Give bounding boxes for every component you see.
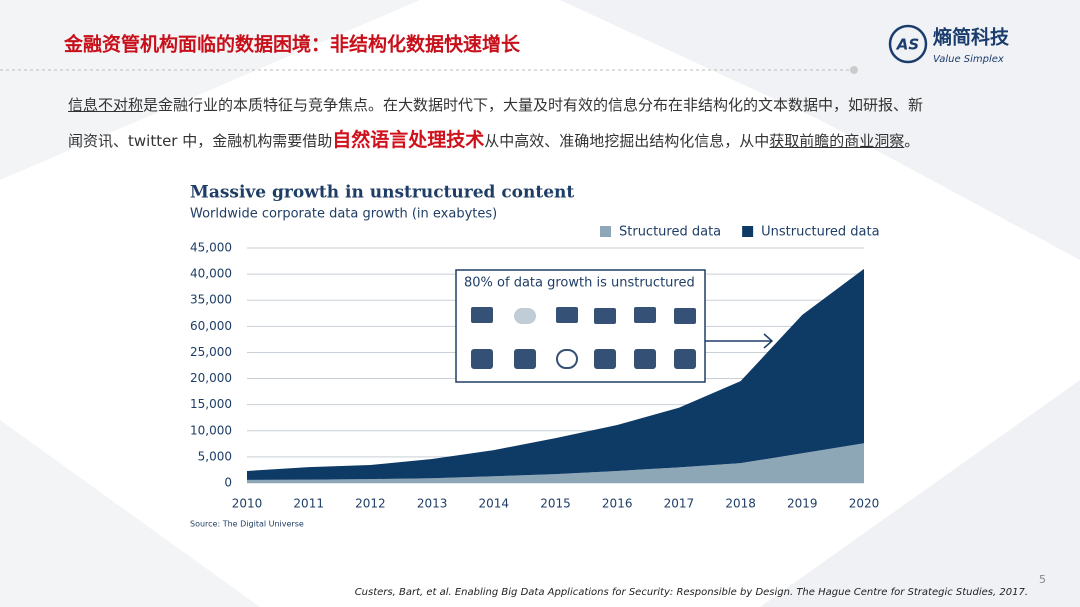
icon xyxy=(514,349,536,369)
legend-swatch xyxy=(742,226,754,237)
annotation-arrow xyxy=(705,333,774,349)
y-tick-label: 45,000 xyxy=(190,241,232,255)
rule-dot xyxy=(850,66,858,74)
icon xyxy=(634,349,656,369)
bg-shape xyxy=(760,380,1080,607)
text-run: 自然语言处理技术 xyxy=(332,129,485,151)
x-tick-label: 2017 xyxy=(664,497,695,511)
icon xyxy=(471,307,493,323)
chart-title: Massive growth in unstructured content xyxy=(190,183,574,203)
x-tick-label: 2016 xyxy=(602,497,633,511)
y-tick-label: 40,000 xyxy=(190,267,232,281)
chart-source: Source: The Digital Universe xyxy=(190,520,304,529)
chart-subtitle: Worldwide corporate data growth (in exab… xyxy=(190,207,497,222)
annotation-text: 80% of data growth is unstructured xyxy=(464,276,695,291)
icon xyxy=(594,349,616,369)
logo-sub: Value Simplex xyxy=(933,54,1004,65)
x-tick-label: 2015 xyxy=(540,497,571,511)
icon xyxy=(634,307,656,323)
area xyxy=(247,443,864,483)
logo-mark: AS xyxy=(896,36,919,54)
text-run: 信息不对称 xyxy=(68,96,144,114)
text-run: 获取前瞻的商业洞察 xyxy=(769,132,905,150)
bg-shape xyxy=(560,0,1080,260)
y-tick-label: 5,000 xyxy=(198,449,232,463)
icon xyxy=(556,307,578,323)
annotation-frame xyxy=(455,269,706,383)
text-run: 从中高效、准确地挖掘出结构化信息，从中 xyxy=(484,132,770,150)
y-tick-label: 60,000 xyxy=(190,319,232,333)
area xyxy=(247,268,864,480)
bg-shape xyxy=(0,0,420,180)
page-number: 5 xyxy=(1039,573,1046,586)
x-tick-label: 2018 xyxy=(725,497,756,511)
icon xyxy=(514,308,536,324)
paragraph: 信息不对称是金融行业的本质特征与竞争焦点。在大数据时代下，大量及时有效的信息分布… xyxy=(68,88,938,159)
x-tick-label: 2012 xyxy=(355,497,386,511)
y-tick-label: 35,000 xyxy=(190,293,232,307)
y-tick-label: 10,000 xyxy=(190,423,232,437)
icon xyxy=(556,349,578,369)
x-tick-label: 2020 xyxy=(849,497,880,511)
citation: Custers, Bart, et al. Enabling Big Data … xyxy=(355,587,1028,598)
legend-swatch xyxy=(600,226,611,237)
bg-shape xyxy=(0,420,260,607)
icon xyxy=(594,308,616,324)
annotation-box: 80% of data growth is unstructured xyxy=(455,269,774,383)
logo-name: 熵简科技 xyxy=(932,26,1010,49)
y-tick-label: 15,000 xyxy=(190,397,232,411)
logo-circle xyxy=(888,24,928,64)
legend-label: Unstructured data xyxy=(761,225,879,240)
icon xyxy=(471,349,493,369)
text-run: 是金融行业的本质特征与竞争焦点。在大数据时代下，大量及时有效的信息分布在非结构化… xyxy=(68,96,924,150)
x-tick-label: 2019 xyxy=(787,497,818,511)
text-run: 。 xyxy=(904,132,920,150)
y-tick-label: 25,000 xyxy=(190,345,232,359)
icon xyxy=(674,349,696,369)
y-tick-label: 0 xyxy=(224,476,232,490)
x-tick-label: 2013 xyxy=(417,497,448,511)
x-tick-label: 2011 xyxy=(293,497,324,511)
slide-title: 金融资管机构面临的数据困境：非结构化数据快速增长 xyxy=(63,33,521,56)
x-tick-label: 2010 xyxy=(232,497,263,511)
legend-label: Structured data xyxy=(619,225,721,240)
icon xyxy=(674,308,696,324)
x-tick-label: 2014 xyxy=(479,497,510,511)
y-tick-label: 20,000 xyxy=(190,371,232,385)
